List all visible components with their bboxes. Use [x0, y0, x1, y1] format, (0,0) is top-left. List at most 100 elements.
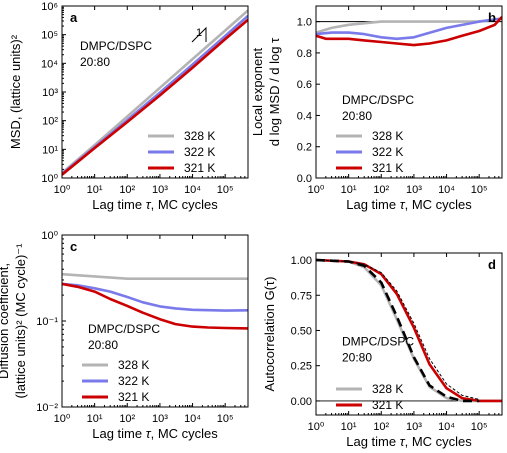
- slope-label: 1: [196, 27, 202, 39]
- series-line-321K: [62, 18, 248, 176]
- y-axis-label: Autocorrelation G(τ): [262, 277, 277, 392]
- y-tick-label: 10⁰: [41, 230, 58, 242]
- y-tick-label: 10⁴: [41, 58, 58, 70]
- legend-label: 321 K: [372, 398, 403, 412]
- x-tick-label: 10³: [406, 421, 422, 433]
- legend-label: 322 K: [184, 145, 215, 159]
- legend-label: 321 K: [372, 161, 403, 175]
- annotation-text: 20:80: [88, 338, 118, 352]
- legend-label: 321 K: [184, 161, 215, 175]
- x-tick-label: 10⁵: [471, 421, 488, 433]
- series-line-321K: [316, 16, 502, 47]
- x-tick-label: 10³: [406, 184, 422, 196]
- x-tick-label: 10⁵: [217, 413, 234, 425]
- annotation-text: DMPC/DSPC: [88, 322, 160, 336]
- y-tick-label: 0.0: [297, 173, 312, 185]
- y-axis-label: d log MSD / d log τ: [267, 37, 282, 146]
- x-tick-label: 10¹: [87, 184, 103, 196]
- slope-marker: [191, 26, 207, 43]
- x-axis-label: Lag time τ, MC cycles: [346, 197, 472, 212]
- series-line-328K: [316, 17, 502, 34]
- series-line-321K: [316, 258, 502, 403]
- data-group: [62, 272, 248, 330]
- y-tick-label: 10⁰: [41, 173, 58, 185]
- panel-d: 10⁰ 10¹ 10² 10³ 10⁴ 10⁵ 0.00 0.25 0.50 0.75 1.00 La…: [262, 252, 503, 449]
- x-tick-label: 10⁰: [308, 421, 325, 433]
- x-tick-label: 10¹: [341, 184, 357, 196]
- series-line-321K: [62, 282, 248, 330]
- y-axis-label: Diffusion coefficient,: [0, 263, 11, 379]
- legend-label: 328 K: [184, 129, 215, 143]
- x-axis-label: Lag time τ, MC cycles: [92, 197, 218, 212]
- data-group: [316, 258, 502, 403]
- y-tick-label: 10⁻¹: [36, 316, 58, 328]
- y-tick-label: 10³: [42, 87, 58, 99]
- panel-letter: d: [488, 257, 496, 272]
- panel-b: 10⁰ 10¹ 10² 10³ 10⁴ 10⁵ 0.0 0.2 0.4 0.6 0.8 1.0 Lag …: [250, 5, 503, 212]
- x-tick-label: 10⁰: [54, 184, 71, 196]
- y-axis-label: MSD, (lattice units)²: [8, 34, 23, 149]
- x-tick-label: 10⁴: [438, 421, 455, 433]
- legend-label: 328 K: [118, 358, 149, 372]
- series-line-328K: [316, 258, 502, 403]
- annotation-text: 20:80: [342, 350, 372, 364]
- y-axis-label: (lattice units)² (MC cycle)⁻¹: [13, 243, 28, 399]
- x-tick-label: 10⁵: [217, 184, 234, 196]
- x-tick-label: 10⁴: [184, 184, 201, 196]
- fit-line-2: [316, 259, 480, 400]
- legend-label: 328 K: [372, 129, 403, 143]
- panel-c: 10⁰ 10¹ 10² 10³ 10⁴ 10⁵ 10⁻² 10⁻¹ 10⁰ Lag time τ,…: [0, 230, 249, 441]
- y-tick-label: 0.25: [291, 361, 312, 373]
- annotation-text: DMPC/DSPC: [80, 39, 152, 53]
- y-tick-label: 0.2: [297, 142, 312, 154]
- panel-letter: a: [70, 10, 78, 25]
- x-tick-label: 10⁴: [438, 184, 455, 196]
- panel-letter: c: [70, 239, 77, 254]
- annotation-text: DMPC/DSPC: [342, 93, 414, 107]
- y-tick-label: 10⁵: [41, 30, 58, 42]
- data-group: [62, 9, 248, 176]
- x-axis-label: Lag time τ, MC cycles: [92, 426, 218, 441]
- x-tick-label: 10²: [119, 413, 135, 425]
- annotation-text: DMPC/DSPC: [342, 334, 414, 348]
- y-tick-label: 0.4: [297, 110, 312, 122]
- legend-label: 321 K: [118, 390, 149, 404]
- series-line-322K: [62, 282, 248, 312]
- x-tick-label: 10⁰: [308, 184, 325, 196]
- y-tick-label: 0.6: [297, 79, 312, 91]
- legend-label: 322 K: [118, 374, 149, 388]
- y-tick-label: 0.50: [291, 325, 312, 337]
- y-tick-label: 10¹: [42, 144, 58, 156]
- x-tick-label: 10²: [373, 184, 389, 196]
- y-tick-label: 10⁶: [41, 1, 58, 13]
- y-tick-label: 10⁻²: [36, 402, 58, 414]
- y-axis-label: Local exponent: [250, 48, 265, 137]
- panel-letter: b: [488, 10, 496, 25]
- series-line-328K: [62, 9, 248, 174]
- x-tick-label: 10³: [152, 184, 168, 196]
- y-tick-label: 1.0: [297, 17, 312, 29]
- data-group: [316, 16, 502, 47]
- panel-a: 10⁰ 10¹ 10² 10³ 10⁴ 10⁵ 10⁰ 10¹ 10² 10³ 10⁴ 10⁵ 10⁶ L…: [8, 1, 249, 212]
- y-tick-label: 0.75: [291, 290, 312, 302]
- annotation-text: 20:80: [342, 109, 372, 123]
- x-tick-label: 10³: [152, 413, 168, 425]
- x-tick-label: 10⁵: [471, 184, 488, 196]
- x-axis-label: Lag time τ, MC cycles: [346, 434, 472, 449]
- x-tick-label: 10²: [119, 184, 135, 196]
- y-tick-label: 1.00: [291, 255, 312, 267]
- series-line-328K: [62, 272, 248, 280]
- x-tick-label: 10¹: [341, 421, 357, 433]
- legend-label: 328 K: [372, 382, 403, 396]
- y-tick-label: 0.00: [291, 396, 312, 408]
- y-tick-label: 10²: [42, 116, 58, 128]
- series-line-322K: [316, 17, 502, 41]
- fit-line-1: [316, 258, 480, 403]
- y-tick-label: 0.8: [297, 48, 312, 60]
- legend-label: 322 K: [372, 145, 403, 159]
- x-tick-label: 10⁴: [184, 413, 201, 425]
- x-tick-label: 10²: [373, 421, 389, 433]
- annotation-text: 20:80: [80, 55, 110, 69]
- x-tick-label: 10⁰: [54, 413, 71, 425]
